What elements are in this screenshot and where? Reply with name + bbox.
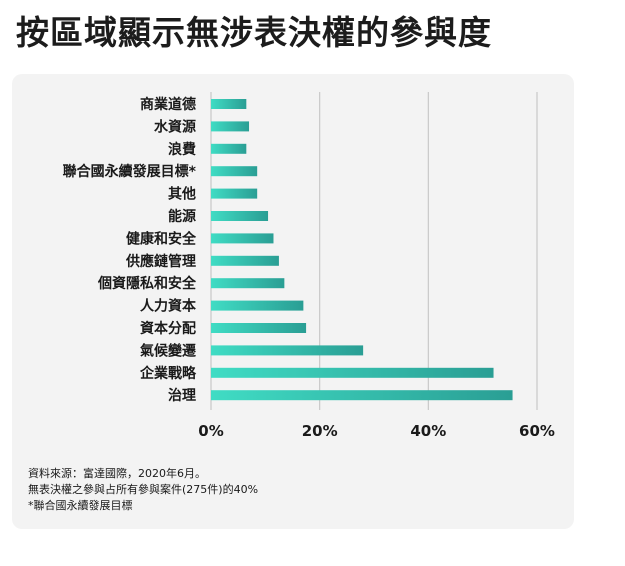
bar [211,166,258,177]
x-tick-label: 40% [410,422,446,440]
bar [211,255,279,266]
category-label: 水資源 [154,118,196,135]
category-label: 健康和安全 [126,230,197,247]
bar [211,121,250,132]
bar [211,367,494,378]
footnote-source: 資料來源：富達國際，2020年6月。 [28,467,206,480]
footnote-sdg: *聯合國永續發展目標 [28,499,133,512]
footnote-share: 無表決權之參與占所有參與案件(275件)的40% [28,483,259,496]
category-label: 聯合國永續發展目標* [63,163,197,180]
bar [211,345,364,356]
footnotes: 資料來源：富達國際，2020年6月。 無表決權之參與占所有參與案件(275件)的… [28,466,258,514]
bar [211,278,285,289]
category-label: 商業道德 [140,96,196,113]
category-label: 其他 [168,186,196,203]
bar [211,188,258,199]
bar [211,99,247,109]
category-label: 氣候變遷 [140,342,196,359]
bar [211,233,274,244]
bar [211,300,304,311]
bar [211,390,513,401]
chart-title: 按區域顯示無涉表決權的參與度 [16,13,492,52]
bar [211,323,307,333]
x-tick-label: 60% [519,422,555,440]
x-tick-label: 20% [302,422,338,440]
category-label: 治理 [168,387,196,404]
x-tick-label: 0% [198,422,223,440]
category-label: 個資隱私和安全 [97,275,197,292]
category-label: 浪費 [168,141,196,158]
bar [211,143,247,154]
bar [211,211,269,221]
category-label: 供應鏈管理 [125,253,196,270]
category-label: 資本分配 [140,320,196,337]
category-label: 人力資本 [140,298,197,315]
category-label: 能源 [168,208,196,225]
category-label: 企業戰略 [139,365,197,382]
